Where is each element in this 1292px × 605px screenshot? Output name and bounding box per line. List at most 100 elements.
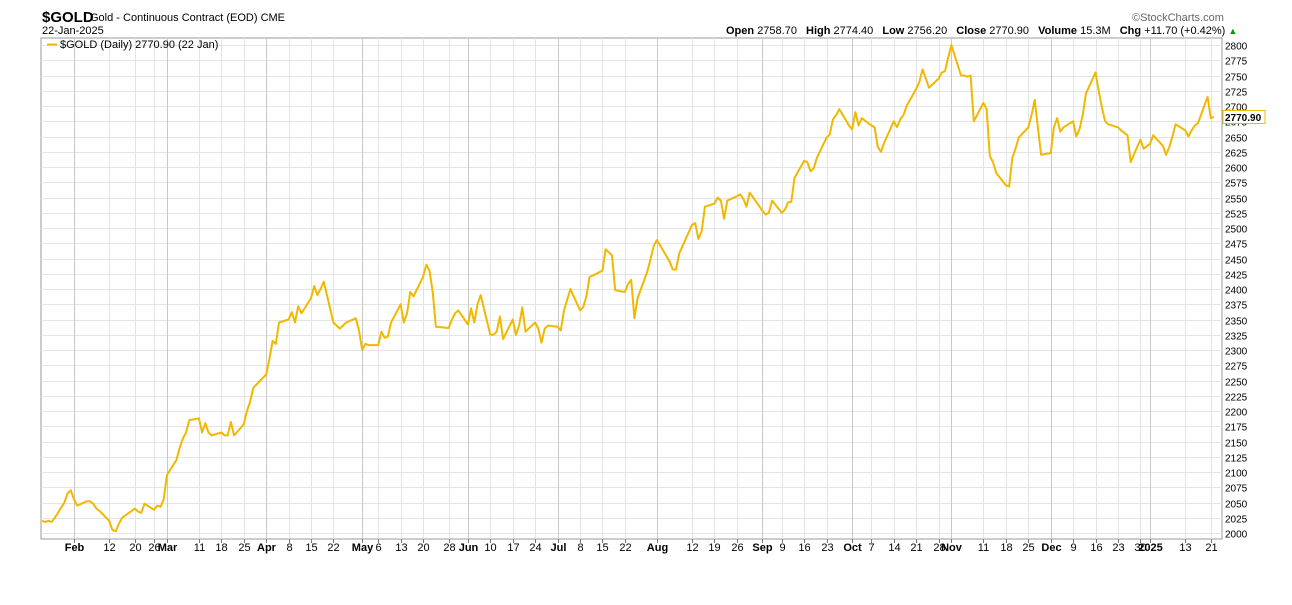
x-tick-label: 8 [577, 542, 583, 554]
last-value-box [1222, 109, 1266, 124]
y-tick-label: 2575 [1225, 179, 1248, 190]
x-tick-label: Oct [843, 542, 862, 554]
x-tick-label: 14 [888, 542, 900, 554]
y-tick-label: 2100 [1225, 469, 1248, 480]
y-tick-label: 2800 [1225, 42, 1248, 53]
x-tick-label: 9 [779, 542, 785, 554]
x-tick-label: May [352, 542, 374, 554]
y-tick-label: 2025 [1225, 515, 1248, 526]
y-tick-label: 2175 [1225, 423, 1248, 434]
x-tick-label: 22 [619, 542, 631, 554]
x-tick-label: 21 [1205, 542, 1217, 554]
instrument-name: Gold - Continuous Contract (EOD) [90, 12, 258, 24]
x-tick-label: 7 [868, 542, 874, 554]
last-value-label: 2770.90 [1225, 113, 1262, 124]
x-tick-label: Jun [459, 542, 479, 554]
price-stats: Open 2758.70 High 2774.40 Low 2756.20 Cl… [726, 26, 1237, 37]
volume-value: 15.3M [1080, 25, 1111, 37]
exchange-name: CME [260, 12, 286, 24]
y-tick-label: 2725 [1225, 88, 1248, 99]
y-tick-label: 2125 [1225, 454, 1248, 465]
y-tick-label: 2475 [1225, 240, 1248, 251]
chart-date: 22-Jan-2025 [42, 25, 104, 37]
chart-symbol: $GOLD [42, 9, 94, 26]
y-tick-label: 2425 [1225, 271, 1248, 282]
y-tick-label: 2525 [1225, 210, 1248, 221]
x-tick-label: 18 [215, 542, 227, 554]
close-label: Close [956, 25, 987, 37]
x-tick-label: 2025 [1138, 542, 1162, 554]
x-tick-label: 24 [529, 542, 541, 554]
y-tick-label: 2500 [1225, 225, 1248, 236]
x-tick-label: Feb [65, 542, 85, 554]
x-tick-label: 26 [148, 542, 160, 554]
y-tick-label: 2375 [1225, 301, 1248, 312]
x-tick-label: 26 [731, 542, 743, 554]
x-tick-label: 12 [103, 542, 115, 554]
y-tick-label: 2200 [1225, 408, 1248, 419]
x-tick-label: Apr [257, 542, 277, 554]
y-tick-label: 2775 [1225, 57, 1248, 68]
close-value: 2770.90 [989, 25, 1030, 37]
y-tick-label: 2325 [1225, 332, 1248, 343]
y-tick-label: 2050 [1225, 500, 1248, 511]
x-tick-label: Aug [647, 542, 668, 554]
x-tick-label: 15 [596, 542, 608, 554]
y-tick-label: 2550 [1225, 195, 1248, 206]
x-tick-label: 19 [708, 542, 720, 554]
x-tick-label: 6 [375, 542, 381, 554]
y-tick-label: 2225 [1225, 393, 1248, 404]
y-tick-label: 2275 [1225, 362, 1248, 373]
gold-price-line [41, 44, 1215, 533]
y-tick-label: 2625 [1225, 149, 1248, 160]
x-tick-label: 25 [1022, 542, 1034, 554]
legend-label: $GOLD (Daily) 2770.90 (22 Jan) [60, 39, 218, 51]
x-tick-label: 23 [821, 542, 833, 554]
x-tick-label: 16 [1090, 542, 1102, 554]
high-label: High [806, 25, 831, 37]
up-arrow-icon: ▲ [1228, 26, 1238, 36]
x-tick-label: 20 [129, 542, 141, 554]
x-tick-label: 28 [933, 542, 945, 554]
x-tick-label: 11 [194, 542, 205, 554]
x-tick-label: 25 [238, 542, 250, 554]
x-tick-label: Mar [158, 542, 178, 554]
y-tick-label: 2150 [1225, 439, 1248, 450]
chart-description: Gold - Continuous Contract (EOD) CME [90, 13, 285, 24]
x-tick-label: 11 [978, 542, 989, 554]
y-tick-label: 2075 [1225, 484, 1248, 495]
x-tick-label: 16 [798, 542, 810, 554]
y-tick-label: 2000 [1225, 530, 1248, 541]
x-tick-label: 9 [1070, 542, 1076, 554]
open-label: Open [726, 25, 755, 37]
y-tick-label: 2300 [1225, 347, 1248, 358]
change-value: +11.70 (+0.42%) [1144, 25, 1226, 37]
x-tick-label: 20 [417, 542, 429, 554]
x-tick-label: 8 [286, 542, 292, 554]
y-tick-label: 2750 [1225, 73, 1248, 84]
x-tick-label: 15 [305, 542, 317, 554]
x-tick-label: 18 [1000, 542, 1012, 554]
high-value: 2774.40 [833, 25, 874, 37]
x-tick-label: 23 [1112, 542, 1124, 554]
x-tick-label: 28 [443, 542, 455, 554]
x-tick-label: Sep [752, 542, 772, 554]
x-tick-label: 13 [1179, 542, 1191, 554]
x-tick-label: 30 [1134, 542, 1146, 554]
y-tick-label: 2700 [1225, 103, 1248, 114]
y-tick-label: 2600 [1225, 164, 1248, 175]
low-value: 2756.20 [907, 25, 948, 37]
x-tick-label: 22 [327, 542, 339, 554]
y-tick-label: 2250 [1225, 378, 1248, 389]
x-tick-label: 13 [395, 542, 407, 554]
x-tick-label: 12 [686, 542, 698, 554]
volume-label: Volume [1038, 25, 1078, 37]
y-tick-label: 2650 [1225, 134, 1248, 145]
y-tick-label: 2450 [1225, 256, 1248, 267]
x-tick-label: 10 [484, 542, 496, 554]
low-label: Low [882, 25, 905, 37]
y-tick-label: 2350 [1225, 317, 1248, 328]
brand-link[interactable]: ©StockCharts.com [1132, 12, 1224, 24]
x-tick-label: 21 [910, 542, 922, 554]
x-tick-label: Jul [551, 542, 567, 554]
